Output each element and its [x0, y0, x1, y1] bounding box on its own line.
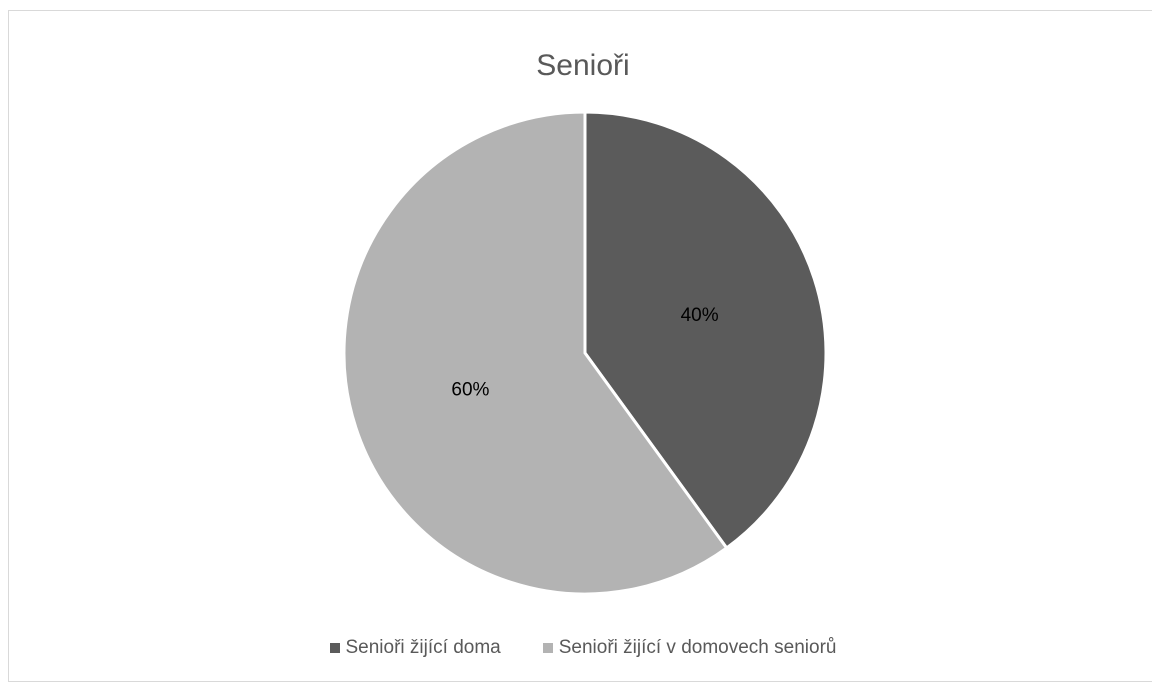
legend-swatch-care-home: [542, 643, 553, 653]
legend: Senioři žijící doma Senioři žijící v dom…: [9, 637, 1152, 659]
legend-swatch-home: [329, 643, 340, 653]
legend-label-care-home: Senioři žijící v domovech seniorů: [558, 637, 837, 658]
slice-care-home: [342, 110, 729, 596]
slice-home: [583, 110, 828, 551]
legend-item-home: Senioři žijící doma: [329, 637, 501, 659]
legend-label-home: Senioři žijící doma: [345, 637, 501, 658]
slice-label-care-home: 60%: [451, 379, 489, 400]
chart-title: Senioři: [536, 49, 630, 82]
slice-label-home: 40%: [681, 305, 719, 326]
legend-item-care-home: Senioři žijící v domovech seniorů: [542, 637, 837, 659]
